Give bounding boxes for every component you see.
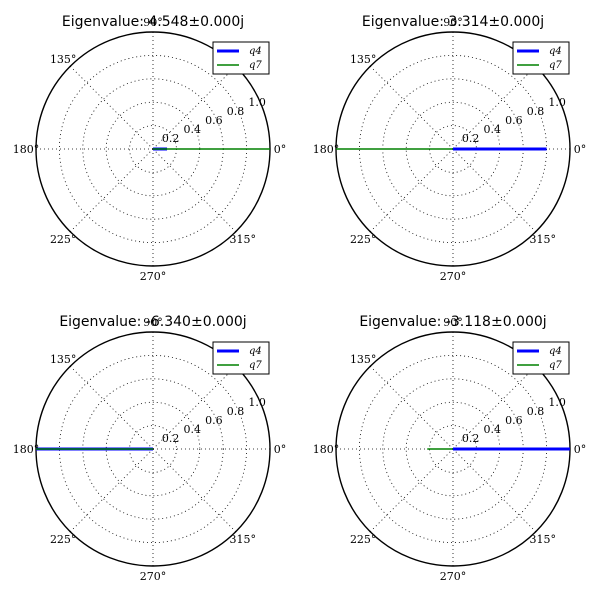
angle-tick-label: 0° bbox=[274, 443, 287, 456]
legend-label-q4: q4 bbox=[249, 46, 262, 57]
angle-tick-label: 180° bbox=[313, 143, 340, 156]
radial-tick-label: 0.8 bbox=[227, 105, 245, 118]
angle-tick-label: 135° bbox=[350, 53, 377, 66]
polar-subplot-4: Eigenvalue: -3.118±0.000j0°45°90°135°180… bbox=[313, 314, 587, 583]
radial-grid-circle bbox=[105, 401, 201, 497]
legend-box bbox=[212, 41, 270, 75]
subplot-title: Eigenvalue: -3.118±0.000j bbox=[359, 314, 546, 330]
radial-tick-label: 0.4 bbox=[183, 423, 201, 436]
polar-subplot-1: Eigenvalue: 4.548±0.000j0°45°90°135°180°… bbox=[13, 14, 287, 283]
angle-tick-label: 135° bbox=[50, 53, 77, 66]
angle-tick-label: 315° bbox=[230, 533, 257, 546]
legend-label-q4: q4 bbox=[549, 46, 562, 57]
angle-tick-label: 0° bbox=[574, 443, 587, 456]
radial-tick-label: 1.0 bbox=[248, 396, 266, 409]
angle-tick-label: 225° bbox=[350, 233, 377, 246]
radial-grid-circle bbox=[129, 425, 177, 473]
radial-tick-label: 0.6 bbox=[205, 114, 223, 127]
radial-tick-label: 0.8 bbox=[227, 405, 245, 418]
polar-subplot-3: Eigenvalue: -6.340±0.000j0°45°90°135°180… bbox=[13, 314, 287, 583]
radial-grid-circle bbox=[129, 125, 177, 173]
radial-tick-label: 0.4 bbox=[483, 423, 501, 436]
radial-tick-label: 0.4 bbox=[483, 123, 501, 136]
radial-tick-label: 1.0 bbox=[548, 396, 566, 409]
polar-subplot-2: Eigenvalue: 3.314±0.000j0°45°90°135°180°… bbox=[313, 14, 587, 283]
angle-tick-label: 270° bbox=[140, 270, 167, 283]
legend-label-q4: q4 bbox=[549, 346, 562, 357]
angle-tick-label: 225° bbox=[350, 533, 377, 546]
subplot-title: Eigenvalue: 3.314±0.000j bbox=[362, 14, 544, 30]
radial-tick-label: 0.2 bbox=[462, 132, 480, 145]
angle-tick-label: 0° bbox=[574, 143, 587, 156]
radial-tick-label: 0.6 bbox=[505, 114, 523, 127]
radial-tick-label: 0.8 bbox=[527, 105, 545, 118]
radial-tick-label: 0.2 bbox=[462, 432, 480, 445]
subplot-title: Eigenvalue: 4.548±0.000j bbox=[62, 14, 244, 30]
angle-tick-label: 270° bbox=[140, 570, 167, 583]
legend-label-q7: q7 bbox=[549, 60, 562, 71]
angle-tick-label: 315° bbox=[530, 233, 557, 246]
angle-tick-label: 90° bbox=[443, 316, 463, 329]
radial-tick-label: 0.2 bbox=[162, 132, 180, 145]
angle-tick-label: 90° bbox=[143, 316, 163, 329]
angle-tick-label: 180° bbox=[13, 443, 40, 456]
angle-tick-label: 90° bbox=[143, 16, 163, 29]
angle-tick-label: 225° bbox=[50, 233, 77, 246]
angle-tick-label: 135° bbox=[350, 353, 377, 366]
legend-box bbox=[512, 341, 570, 375]
radial-grid-circle bbox=[405, 101, 501, 197]
legend-label-q7: q7 bbox=[249, 60, 262, 71]
angle-tick-label: 270° bbox=[440, 570, 467, 583]
radial-tick-label: 1.0 bbox=[248, 96, 266, 109]
angle-tick-label: 90° bbox=[443, 16, 463, 29]
angle-tick-label: 0° bbox=[274, 143, 287, 156]
angle-tick-label: 315° bbox=[530, 533, 557, 546]
radial-tick-label: 0.6 bbox=[505, 414, 523, 427]
legend-label-q7: q7 bbox=[549, 360, 562, 371]
radial-tick-label: 0.2 bbox=[162, 432, 180, 445]
radial-grid-circle bbox=[405, 401, 501, 497]
legend-label-q4: q4 bbox=[249, 346, 262, 357]
radial-tick-label: 0.4 bbox=[183, 123, 201, 136]
angle-tick-label: 315° bbox=[230, 233, 257, 246]
legend-box bbox=[512, 41, 570, 75]
radial-tick-label: 0.6 bbox=[205, 414, 223, 427]
legend-label-q7: q7 bbox=[249, 360, 262, 371]
angle-tick-label: 270° bbox=[440, 270, 467, 283]
radial-tick-label: 0.8 bbox=[527, 405, 545, 418]
radial-tick-label: 1.0 bbox=[548, 96, 566, 109]
angle-tick-label: 225° bbox=[50, 533, 77, 546]
radial-grid-circle bbox=[59, 354, 247, 543]
angle-tick-label: 180° bbox=[13, 143, 40, 156]
angle-tick-label: 180° bbox=[313, 443, 340, 456]
legend-box bbox=[212, 341, 270, 375]
subplot-title: Eigenvalue: -6.340±0.000j bbox=[59, 314, 246, 330]
angle-tick-label: 135° bbox=[50, 353, 77, 366]
